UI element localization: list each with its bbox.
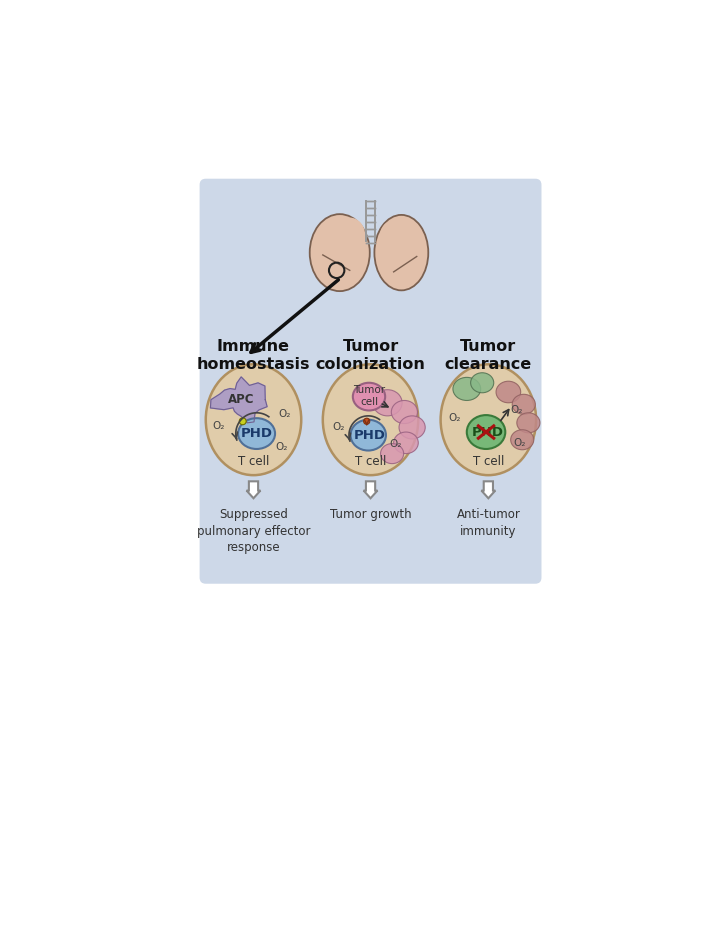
Text: PHD: PHD	[354, 428, 386, 441]
Ellipse shape	[373, 390, 402, 416]
Ellipse shape	[510, 430, 534, 450]
Text: Immune
homeostasis: Immune homeostasis	[197, 339, 310, 372]
Ellipse shape	[512, 395, 535, 414]
Text: Tumor growth: Tumor growth	[330, 508, 411, 521]
FancyArrow shape	[246, 481, 261, 498]
Ellipse shape	[323, 364, 418, 475]
Text: O₂: O₂	[449, 413, 461, 424]
Text: O₂: O₂	[510, 406, 522, 415]
Ellipse shape	[351, 420, 386, 451]
Ellipse shape	[453, 377, 481, 400]
Ellipse shape	[399, 416, 426, 439]
Text: T cell: T cell	[355, 455, 386, 467]
Ellipse shape	[394, 432, 418, 453]
Text: O₂: O₂	[332, 423, 344, 432]
Ellipse shape	[381, 443, 404, 464]
Text: Tumor
colonization: Tumor colonization	[315, 339, 426, 372]
Text: Tumor
cell: Tumor cell	[353, 385, 385, 407]
Circle shape	[239, 418, 246, 425]
Text: O₂: O₂	[513, 438, 526, 448]
Text: Anti-tumor
immunity: Anti-tumor immunity	[456, 508, 521, 538]
Ellipse shape	[353, 383, 385, 411]
Text: Suppressed
pulmonary effector
response: Suppressed pulmonary effector response	[197, 508, 310, 554]
Ellipse shape	[496, 381, 521, 403]
Polygon shape	[210, 377, 267, 423]
Ellipse shape	[517, 412, 540, 433]
Text: PHD: PHD	[240, 427, 273, 440]
Text: O₂: O₂	[389, 439, 401, 450]
Ellipse shape	[471, 372, 494, 393]
Text: Tumor
clearance: Tumor clearance	[445, 339, 532, 372]
FancyArrow shape	[364, 481, 377, 498]
Text: O₂: O₂	[275, 441, 287, 452]
Text: PHD: PHD	[472, 425, 503, 439]
FancyArrow shape	[482, 481, 495, 498]
Text: O₂: O₂	[278, 409, 290, 419]
Text: APC: APC	[228, 393, 254, 406]
Ellipse shape	[441, 364, 536, 475]
Text: T cell: T cell	[238, 455, 269, 467]
Ellipse shape	[379, 221, 408, 252]
Ellipse shape	[238, 418, 275, 449]
Ellipse shape	[374, 215, 428, 290]
Ellipse shape	[206, 364, 301, 475]
Text: O₂: O₂	[212, 421, 224, 431]
Ellipse shape	[392, 400, 418, 424]
Ellipse shape	[310, 214, 370, 291]
Circle shape	[364, 418, 370, 425]
Text: T cell: T cell	[472, 455, 504, 467]
FancyBboxPatch shape	[199, 179, 541, 584]
Ellipse shape	[467, 415, 505, 449]
Ellipse shape	[334, 218, 365, 252]
